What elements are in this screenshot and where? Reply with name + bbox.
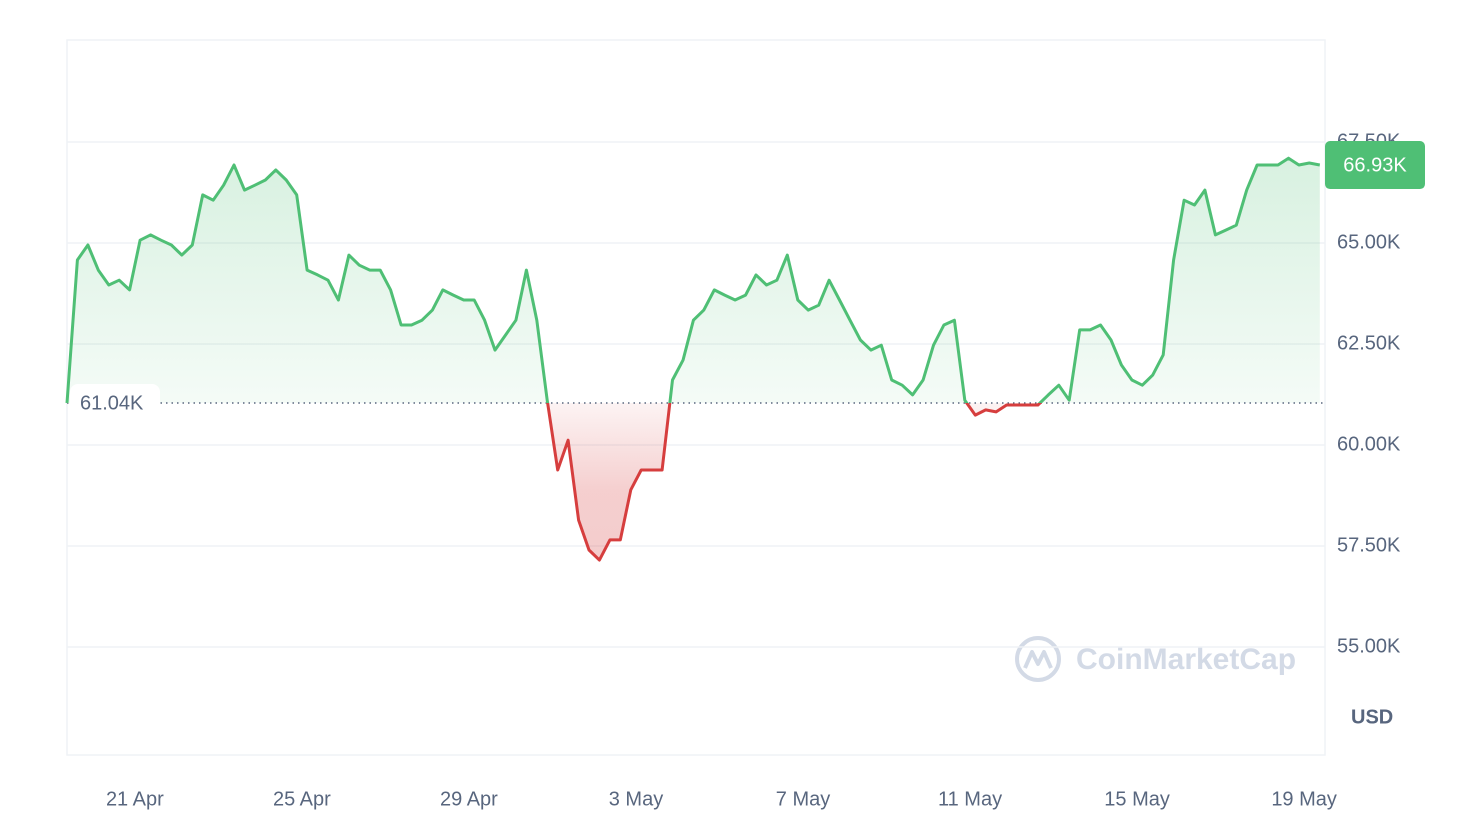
last-price-box <box>1325 141 1425 190</box>
x-tick-label: 29 Apr <box>440 788 498 810</box>
x-tick-label: 11 May <box>938 788 1002 810</box>
baseline-label: 61.04K <box>80 392 144 414</box>
watermark-text: CoinMarketCap <box>1076 643 1296 676</box>
last-price-label: 66.93K <box>1343 154 1407 176</box>
x-tick-label: 3 May <box>609 788 663 810</box>
currency-label: USD <box>1351 706 1393 728</box>
x-tick-label: 21 Apr <box>106 788 164 810</box>
y-tick-label: 57.50K <box>1337 534 1401 556</box>
baseline-label-box <box>70 383 160 422</box>
x-tick-label: 7 May <box>776 788 830 810</box>
price-area <box>67 158 1320 561</box>
watermark: CoinMarketCap <box>1015 636 1296 682</box>
x-tick-label: 25 Apr <box>273 788 331 810</box>
y-tick-label: 62.50K <box>1337 332 1401 354</box>
price-line <box>65 156 1321 562</box>
y-tick-label: 60.00K <box>1337 433 1401 455</box>
y-tick-label: 65.00K <box>1337 231 1401 253</box>
x-tick-label: 15 May <box>1104 788 1170 810</box>
x-tick-label: 19 May <box>1271 788 1337 810</box>
y-tick-label: 55.00K <box>1337 635 1401 657</box>
